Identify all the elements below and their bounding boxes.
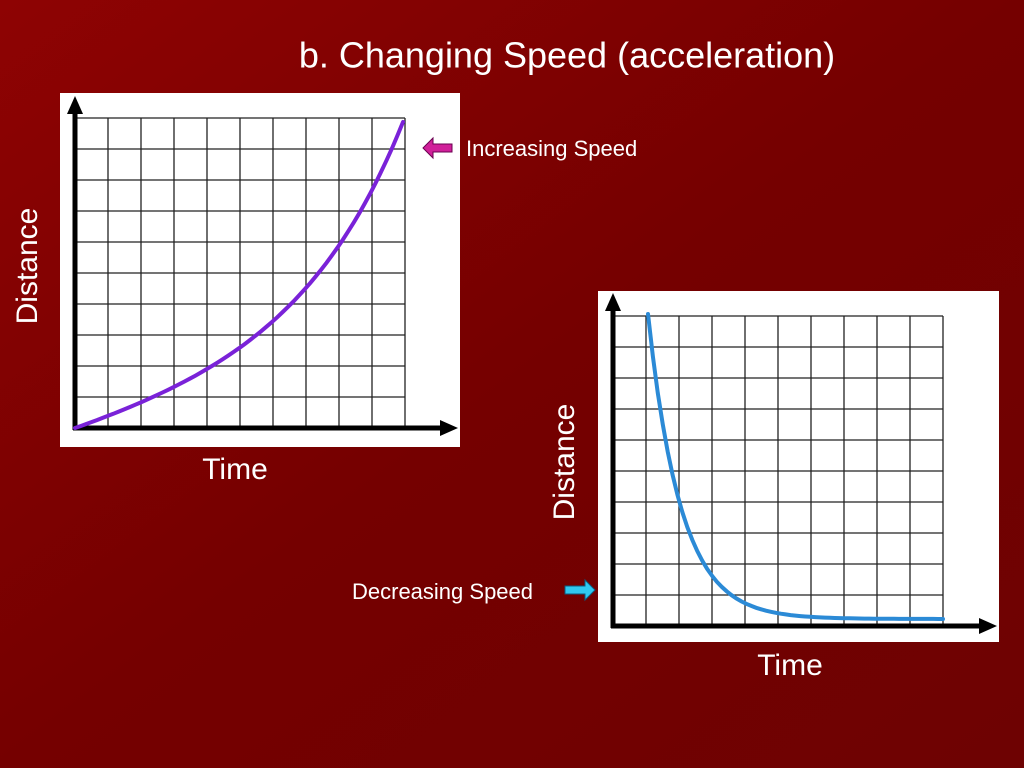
arrow-icon — [564, 578, 596, 602]
axis-arrow — [67, 96, 83, 114]
axis-arrow — [979, 618, 997, 634]
slide-title: b. Changing Speed (acceleration) — [299, 35, 835, 76]
graph-grid — [67, 96, 458, 436]
y-axis-label: Distance — [11, 208, 44, 325]
graph-panel — [598, 291, 999, 642]
x-axis-label: Time — [202, 453, 268, 486]
x-axis-label: Time — [757, 649, 823, 682]
y-axis-label: Distance — [548, 404, 581, 521]
curve — [646, 312, 945, 621]
curve — [73, 120, 405, 430]
arrow-icon — [422, 136, 453, 160]
axis-arrow — [440, 420, 458, 436]
graph-panel — [60, 93, 460, 447]
annotation: Decreasing Speed — [352, 579, 533, 604]
annotation: Increasing Speed — [466, 136, 637, 161]
axis-arrow — [605, 293, 621, 311]
graph-grid — [605, 293, 997, 634]
